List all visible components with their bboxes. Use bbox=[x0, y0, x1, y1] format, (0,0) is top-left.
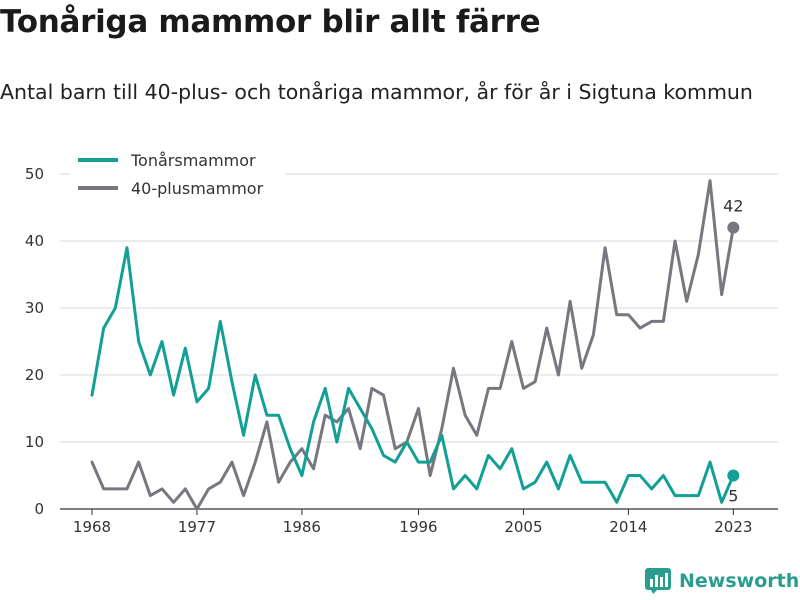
brand-logo: Newsworthy bbox=[645, 568, 800, 594]
y-axis-ticks: 0 10 20 30 40 50 bbox=[25, 165, 44, 518]
end-label-tonårsmammor: 5 bbox=[728, 487, 738, 506]
legend-label-1: 40-plusmammor bbox=[131, 179, 264, 198]
legend-background bbox=[70, 145, 285, 205]
x-tick-label-2005: 2005 bbox=[504, 518, 542, 536]
x-tick-label-1977: 1977 bbox=[178, 518, 216, 536]
brand-name: Newsworthy bbox=[679, 570, 800, 592]
x-tick-label-1996: 1996 bbox=[399, 518, 437, 536]
y-tick-label-30: 30 bbox=[25, 299, 44, 317]
chart-title: Tonåriga mammor blir allt färre bbox=[0, 4, 541, 40]
x-tick-label-2014: 2014 bbox=[609, 518, 647, 536]
series-lines bbox=[90, 179, 735, 511]
x-axis: 1968 1977 1986 1996 2005 2014 2023 bbox=[60, 508, 778, 536]
y-tick-label-50: 50 bbox=[25, 165, 44, 183]
legend: Tonårsmammor 40-plusmammor bbox=[70, 145, 285, 205]
grid-lines bbox=[60, 173, 778, 443]
end-point-40-plusmammor bbox=[727, 221, 740, 234]
newsworthy-icon bbox=[645, 568, 671, 594]
end-markers: 5 42 bbox=[723, 197, 743, 506]
end-label-40-plusmammor: 42 bbox=[723, 197, 743, 216]
chart-subtitle: Antal barn till 40-plus- och tonåriga ma… bbox=[0, 80, 753, 104]
x-tick-label-1968: 1968 bbox=[73, 518, 111, 536]
y-tick-label-0: 0 bbox=[34, 500, 44, 518]
x-tick-label-2023: 2023 bbox=[714, 518, 752, 536]
x-tick-label-1986: 1986 bbox=[283, 518, 321, 536]
end-point-tonårsmammor bbox=[727, 469, 740, 482]
y-tick-label-20: 20 bbox=[25, 366, 44, 384]
y-tick-label-40: 40 bbox=[25, 232, 44, 250]
y-tick-label-10: 10 bbox=[25, 433, 44, 451]
series-line-tonårsmammor bbox=[90, 246, 735, 504]
legend-label-0: Tonårsmammor bbox=[130, 151, 256, 170]
series-line-40-plusmammor bbox=[90, 179, 735, 511]
